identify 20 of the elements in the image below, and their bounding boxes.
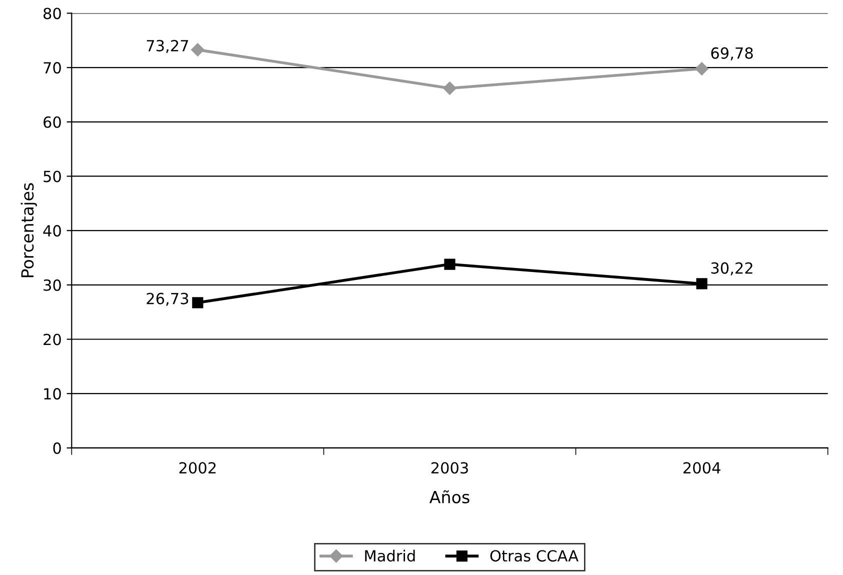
y-tick-label: 60 [44, 116, 61, 128]
data-label: 69,78 [711, 47, 753, 60]
x-tick-label: 2004 [683, 462, 720, 474]
y-tick-label: 40 [43, 225, 61, 237]
data-label: 26,73 [146, 292, 188, 306]
y-tick-label: 30 [44, 279, 61, 291]
data-label: 73,27 [146, 40, 188, 54]
y-tick-label: 70 [44, 62, 61, 74]
y-tick-label: 10 [44, 388, 61, 400]
y-tick-label: 50 [44, 170, 61, 182]
y-axis-title: Porcentajes [20, 183, 37, 278]
data-label: 30,22 [711, 262, 752, 276]
x-tick-label: 2002 [179, 462, 216, 474]
y-tick-label: 80 [44, 8, 61, 20]
y-tick-label: 20 [44, 334, 61, 346]
x-axis-title: Años [429, 490, 470, 504]
x-tick-label: 2003 [431, 462, 468, 474]
legend-label: Madrid [365, 550, 415, 562]
legend-label: Otras CCAA [490, 550, 578, 562]
y-tick-label: 0 [53, 442, 61, 454]
